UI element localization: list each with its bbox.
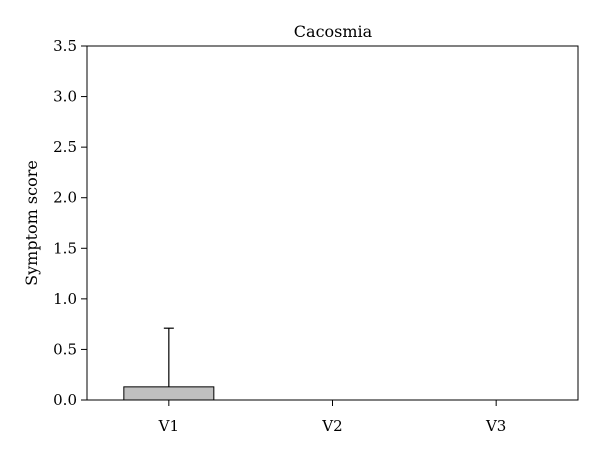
- x-tick-label: V3: [485, 417, 506, 435]
- y-tick-label: 0.0: [53, 391, 77, 409]
- y-tick-label: 3.0: [53, 88, 77, 106]
- y-tick-label: 1.0: [53, 290, 77, 308]
- bar-v1: [123, 386, 215, 401]
- plot-frame: [86, 45, 579, 401]
- y-tick-label: 1.5: [53, 239, 77, 257]
- x-tick-label: V2: [321, 417, 342, 435]
- y-axis-label: Symptom score: [22, 160, 41, 286]
- chart-title: Cacosmia: [294, 22, 373, 41]
- y-tick-label: 3.5: [53, 37, 77, 55]
- y-tick-label: 2.5: [53, 138, 77, 156]
- y-tick-label: 2.0: [53, 189, 77, 207]
- y-tick-label: 0.5: [53, 340, 77, 358]
- plot-area: 0.0 0.5 1.0 1.5 2.0 2.5 3.0 3.5 V1 V2 V3: [53, 37, 579, 435]
- x-tick-label: V1: [158, 417, 179, 435]
